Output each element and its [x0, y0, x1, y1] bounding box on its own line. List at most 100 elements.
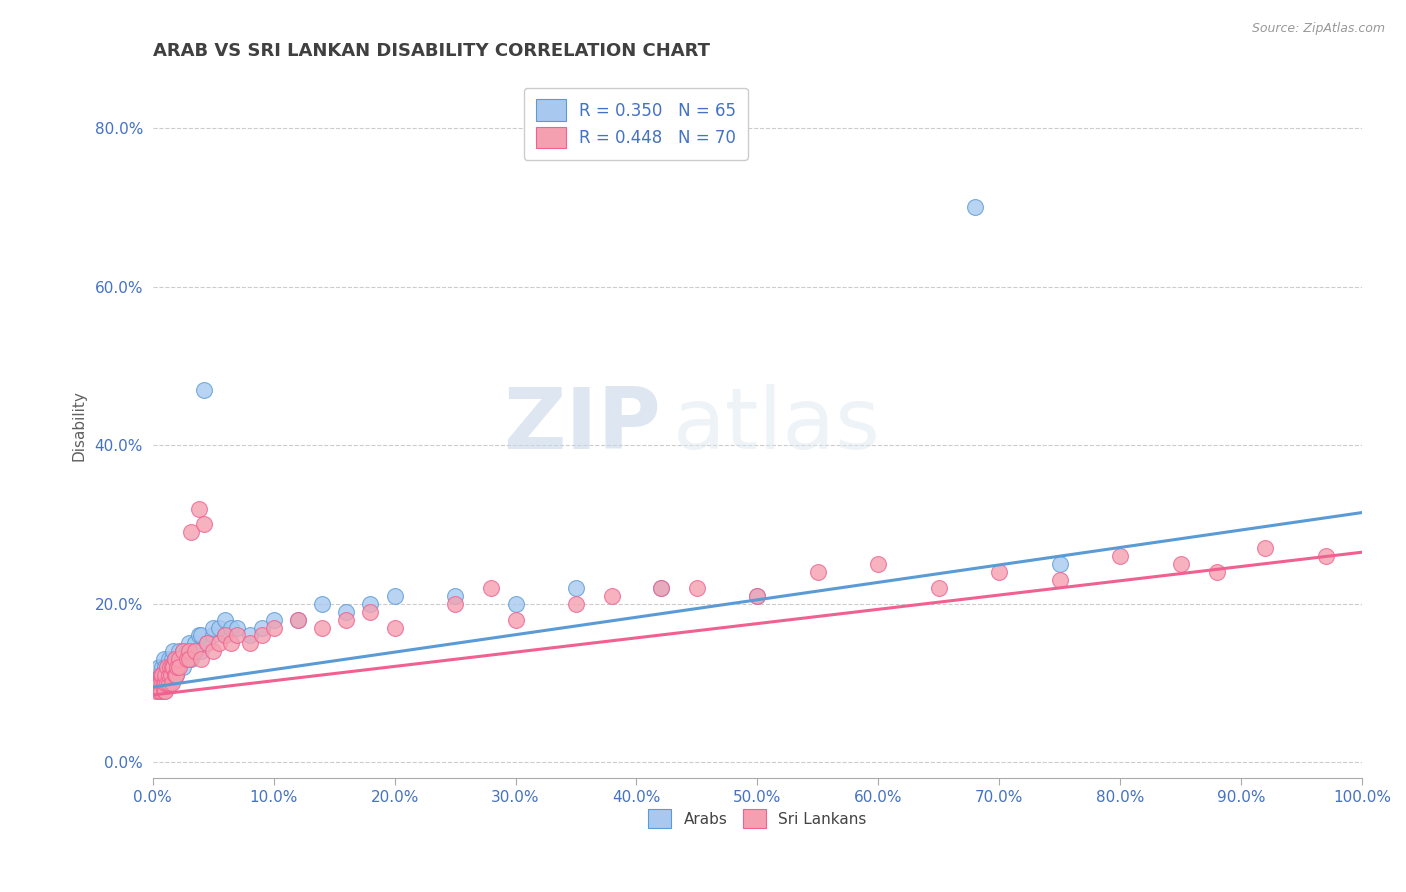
Point: [160, 652, 183, 666]
Point: [1170, 557, 1192, 571]
Point: [479, 581, 502, 595]
Point: [177, 636, 200, 650]
Point: [156, 660, 179, 674]
Point: [152, 676, 174, 690]
Point: [868, 557, 890, 571]
Point: [150, 684, 173, 698]
Point: [195, 636, 218, 650]
Point: [156, 676, 179, 690]
Point: [156, 676, 179, 690]
Point: [150, 668, 173, 682]
Point: [163, 652, 186, 666]
Point: [153, 684, 176, 698]
Point: [152, 684, 174, 698]
Point: [600, 589, 623, 603]
Point: [650, 581, 672, 595]
Point: [807, 565, 830, 579]
Point: [177, 652, 200, 666]
Point: [214, 628, 236, 642]
Point: [250, 628, 273, 642]
Point: [163, 668, 186, 682]
Point: [163, 660, 186, 674]
Point: [176, 652, 198, 666]
Point: [287, 613, 309, 627]
Point: [157, 676, 180, 690]
Point: [169, 660, 191, 674]
Point: [159, 660, 181, 674]
Point: [184, 644, 207, 658]
Point: [747, 589, 769, 603]
Point: [149, 676, 172, 690]
Point: [172, 644, 194, 658]
Point: [152, 676, 174, 690]
Point: [145, 684, 167, 698]
Point: [190, 644, 212, 658]
Point: [202, 644, 225, 658]
Point: [166, 660, 188, 674]
Point: [287, 613, 309, 627]
Point: [160, 668, 183, 682]
Point: [153, 660, 176, 674]
Point: [190, 652, 212, 666]
Point: [359, 597, 381, 611]
Point: [335, 613, 357, 627]
Point: [193, 517, 215, 532]
Point: [180, 525, 202, 540]
Point: [153, 676, 176, 690]
Point: [157, 652, 180, 666]
Point: [162, 660, 184, 674]
Point: [148, 668, 170, 682]
Point: [160, 676, 183, 690]
Point: [180, 652, 202, 666]
Point: [159, 660, 181, 674]
Text: Source: ZipAtlas.com: Source: ZipAtlas.com: [1251, 22, 1385, 36]
Point: [157, 668, 180, 682]
Point: [359, 605, 381, 619]
Point: [208, 636, 231, 650]
Point: [148, 660, 170, 674]
Point: [162, 668, 184, 682]
Legend: Arabs, Sri Lankans: Arabs, Sri Lankans: [643, 803, 872, 834]
Point: [214, 613, 236, 627]
Point: [1109, 549, 1132, 564]
Point: [384, 621, 406, 635]
Point: [152, 660, 174, 674]
Text: atlas: atlas: [672, 384, 880, 467]
Point: [505, 613, 527, 627]
Point: [148, 676, 170, 690]
Point: [505, 597, 527, 611]
Point: [190, 628, 212, 642]
Point: [311, 597, 333, 611]
Point: [1315, 549, 1337, 564]
Point: [226, 628, 249, 642]
Point: [165, 668, 187, 682]
Point: [156, 660, 179, 674]
Point: [160, 676, 183, 690]
Point: [221, 636, 243, 650]
Point: [169, 652, 191, 666]
Point: [444, 597, 467, 611]
Point: [152, 668, 174, 682]
Point: [172, 660, 194, 674]
Point: [172, 644, 194, 658]
Point: [157, 668, 180, 682]
Point: [177, 644, 200, 658]
Point: [650, 581, 672, 595]
Point: [208, 621, 231, 635]
Point: [1206, 565, 1229, 579]
Point: [963, 200, 986, 214]
Y-axis label: Disability: Disability: [72, 390, 86, 461]
Text: ARAB VS SRI LANKAN DISABILITY CORRELATION CHART: ARAB VS SRI LANKAN DISABILITY CORRELATIO…: [153, 42, 710, 60]
Point: [311, 621, 333, 635]
Point: [263, 613, 285, 627]
Point: [1049, 573, 1071, 587]
Point: [221, 621, 243, 635]
Point: [160, 668, 183, 682]
Point: [202, 628, 225, 642]
Point: [226, 621, 249, 635]
Point: [166, 660, 188, 674]
Point: [988, 565, 1011, 579]
Point: [146, 676, 169, 690]
Point: [686, 581, 709, 595]
Point: [263, 621, 285, 635]
